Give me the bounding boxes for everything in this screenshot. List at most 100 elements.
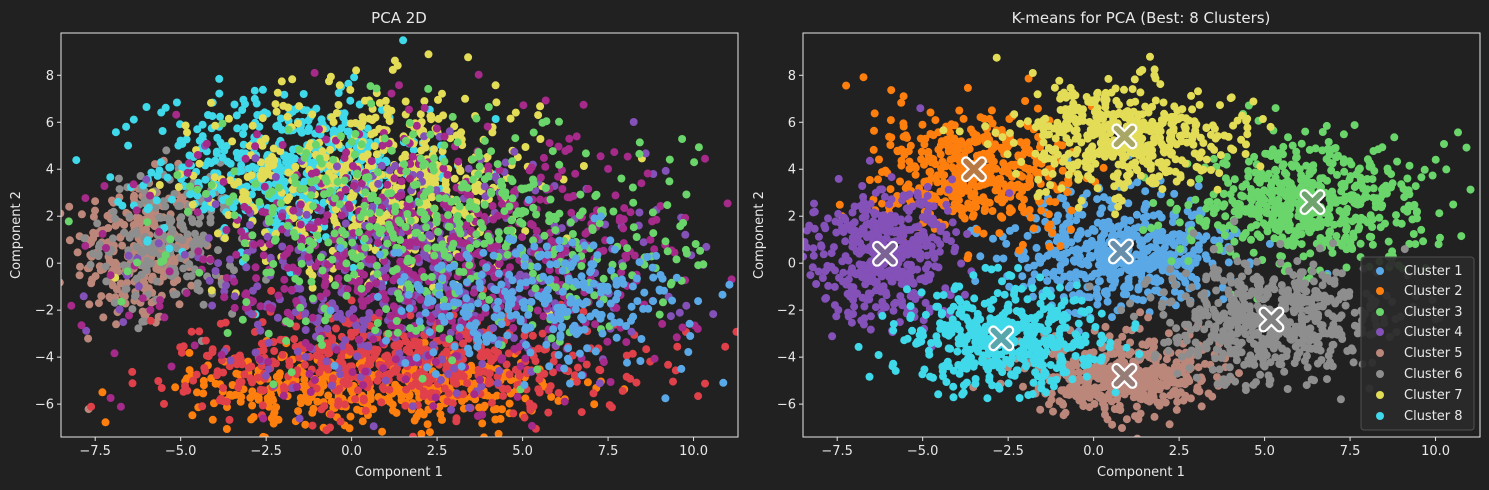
data-point [494,429,503,437]
data-point [362,342,371,350]
data-point [318,266,327,275]
data-point [1108,313,1116,322]
data-point [488,334,497,342]
data-point [678,135,687,143]
data-point [1034,252,1043,261]
data-point [329,118,338,127]
data-point [411,379,420,387]
pca-2d-title: PCA 2D [371,9,427,27]
data-point [425,428,434,437]
data-point [327,381,336,390]
data-point [361,188,370,197]
data-point [347,137,356,146]
data-point [396,277,405,286]
data-point [143,205,152,214]
data-point [296,399,305,408]
data-point [347,328,355,337]
data-point [1143,212,1151,221]
data-point [549,368,557,377]
data-point [279,391,288,400]
data-point [205,276,214,285]
data-point [138,317,147,326]
data-point [508,276,517,285]
data-point [328,299,337,308]
data-point [252,274,261,283]
data-point [99,313,108,322]
data-point [325,349,334,358]
data-point [399,36,408,45]
data-point [529,236,538,245]
data-point [242,263,251,272]
data-point [1087,272,1096,281]
data-point [1104,217,1113,226]
data-point [221,318,230,327]
data-point [1091,241,1100,249]
data-point [160,399,168,408]
data-point [622,351,631,360]
data-point [355,228,363,237]
data-point [322,289,331,298]
data-point [582,360,591,369]
data-point [463,190,472,199]
data-point [143,237,152,246]
data-point [258,207,267,216]
data-point [387,89,396,98]
data-point [199,205,208,214]
data-point [573,363,582,372]
data-point [1103,297,1112,306]
data-point [301,420,310,429]
data-point [455,202,464,211]
data-point [1032,243,1041,252]
data-point [386,312,395,321]
data-point [699,260,708,269]
data-point [193,151,202,159]
data-point [617,174,626,183]
data-point [348,162,357,170]
data-point [256,326,265,335]
data-point [201,175,210,184]
data-point [297,242,306,251]
data-point [418,374,427,383]
data-point [208,112,217,121]
data-point [346,96,355,105]
data-point [308,271,317,280]
data-point [1033,104,1042,113]
data-point [420,104,429,112]
data-point [373,196,382,205]
data-point [269,396,278,405]
data-point [497,320,506,328]
data-point [221,234,229,243]
data-point [309,224,318,233]
data-point [870,126,878,135]
data-point [610,318,619,327]
data-point [61,209,65,218]
data-point [401,150,410,159]
data-point [355,276,364,285]
data-point [341,185,350,194]
data-point [264,357,273,366]
data-point [593,251,602,260]
data-point [392,265,401,274]
data-point [626,208,635,217]
data-point [427,273,436,281]
data-point [589,389,598,398]
data-point [531,284,540,293]
data-point [174,141,183,150]
data-point [508,294,517,303]
data-point [491,115,500,123]
data-point [116,279,125,288]
data-point [256,302,265,311]
data-point [1075,289,1084,298]
data-point [636,357,645,365]
data-point [1168,230,1177,239]
data-point [429,341,438,349]
data-point [241,154,250,163]
data-point [886,116,895,125]
data-point [259,346,268,355]
data-point [412,353,421,362]
data-point [187,281,196,290]
data-point [272,107,281,116]
data-point [487,189,496,198]
data-point [251,142,260,151]
data-point [350,181,358,190]
